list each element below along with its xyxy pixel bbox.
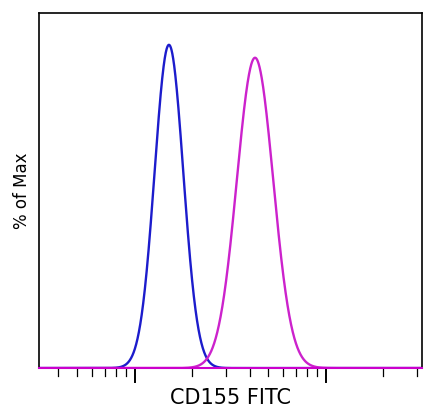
Y-axis label: % of Max: % of Max xyxy=(13,152,30,228)
X-axis label: CD155 FITC: CD155 FITC xyxy=(170,388,291,407)
